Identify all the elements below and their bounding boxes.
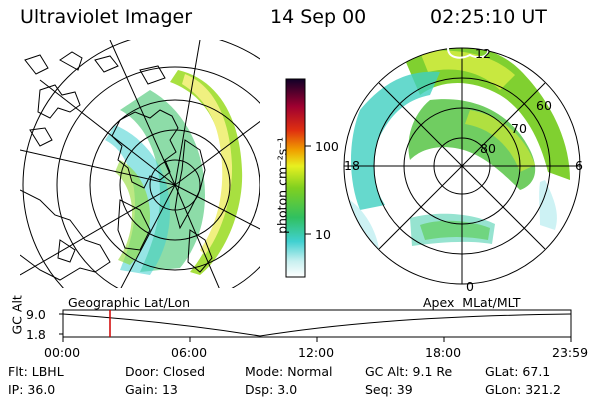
altitude-ylabel: GC Alt bbox=[9, 295, 25, 335]
status-gain-value: 13 bbox=[161, 382, 178, 397]
status-seq-key: Seq: bbox=[365, 382, 393, 397]
status-gcalt: GC Alt: 9.1 Re bbox=[365, 364, 452, 379]
mlat-label-80: 80 bbox=[480, 141, 496, 156]
observation-time: 02:25:10 UT bbox=[430, 6, 547, 28]
apex-polar-panel bbox=[343, 47, 581, 285]
geo-aurora-emission bbox=[105, 70, 243, 275]
observation-date: 14 Sep 00 bbox=[270, 6, 367, 28]
time-tick-0600: 06:00 bbox=[171, 345, 208, 360]
status-gcalt-key: GC Alt: bbox=[365, 364, 409, 379]
time-tick-2359: 23:59 bbox=[552, 345, 589, 360]
status-glon: GLon: 321.2 bbox=[485, 382, 561, 397]
mlt-label-18: 18 bbox=[344, 158, 360, 173]
apex-aurora-emission bbox=[347, 48, 570, 260]
status-seq-value: 39 bbox=[396, 382, 413, 397]
time-tick-1200: 12:00 bbox=[298, 345, 335, 360]
status-glat-key: GLat: bbox=[485, 364, 519, 379]
colorbar-ticks bbox=[305, 145, 311, 235]
altitude-ticks bbox=[59, 313, 572, 342]
mlt-label-0: 0 bbox=[466, 279, 474, 294]
altitude-plot bbox=[59, 309, 572, 342]
apex-panel-label: Apex MLat/MLT bbox=[423, 295, 521, 310]
status-seq: Seq: 39 bbox=[365, 382, 413, 397]
status-glat: GLat: 67.1 bbox=[485, 364, 550, 379]
altitude-ytick-top: 9.0 bbox=[26, 307, 46, 322]
geographic-map-panel bbox=[20, 40, 260, 288]
status-dsp: Dsp: 3.0 bbox=[245, 382, 297, 397]
mlat-label-60: 60 bbox=[536, 98, 552, 113]
altitude-ytick-bottom: 1.8 bbox=[26, 327, 46, 342]
status-gcalt-value: 9.1 Re bbox=[412, 364, 453, 379]
mlt-label-12: 12 bbox=[475, 46, 491, 61]
altitude-plot-frame bbox=[62, 309, 572, 338]
status-glon-key: GLon: bbox=[485, 382, 522, 397]
status-door: Door: Closed bbox=[125, 364, 205, 379]
status-ip-key: IP: bbox=[8, 382, 24, 397]
status-mode-value: Normal bbox=[287, 364, 333, 379]
geo-graticule bbox=[20, 40, 260, 288]
status-mode: Mode: Normal bbox=[245, 364, 333, 379]
status-ip: IP: 36.0 bbox=[8, 382, 55, 397]
colorbar-tick-10: 10 bbox=[315, 227, 331, 242]
altitude-curve bbox=[62, 313, 572, 337]
status-dsp-value: 3.0 bbox=[277, 382, 298, 397]
status-door-value: Closed bbox=[163, 364, 206, 379]
mlat-label-70: 70 bbox=[511, 121, 527, 136]
geo-panel-label: Geographic Lat/Lon bbox=[68, 295, 190, 310]
geo-coastlines bbox=[20, 51, 213, 281]
colorbar-unit-label: photon cm⁻²s⁻¹ bbox=[274, 137, 290, 234]
status-dsp-key: Dsp: bbox=[245, 382, 274, 397]
status-flt-value: LBHL bbox=[31, 364, 64, 379]
status-gain: Gain: 13 bbox=[125, 382, 178, 397]
instrument-title: Ultraviolet Imager bbox=[20, 6, 193, 28]
mlt-label-6: 6 bbox=[575, 158, 583, 173]
time-tick-0000: 00:00 bbox=[44, 345, 81, 360]
status-glon-value: 321.2 bbox=[525, 382, 561, 397]
status-flt: Flt: LBHL bbox=[8, 364, 64, 379]
status-mode-key: Mode: bbox=[245, 364, 284, 379]
status-gain-key: Gain: bbox=[125, 382, 158, 397]
time-tick-1800: 18:00 bbox=[425, 345, 462, 360]
status-door-key: Door: bbox=[125, 364, 160, 379]
status-glat-value: 67.1 bbox=[522, 364, 551, 379]
status-ip-value: 36.0 bbox=[27, 382, 56, 397]
apex-graticule bbox=[343, 47, 581, 285]
status-flt-key: Flt: bbox=[8, 364, 28, 379]
colorbar-tick-100: 100 bbox=[315, 139, 339, 154]
colorbar bbox=[285, 78, 306, 278]
